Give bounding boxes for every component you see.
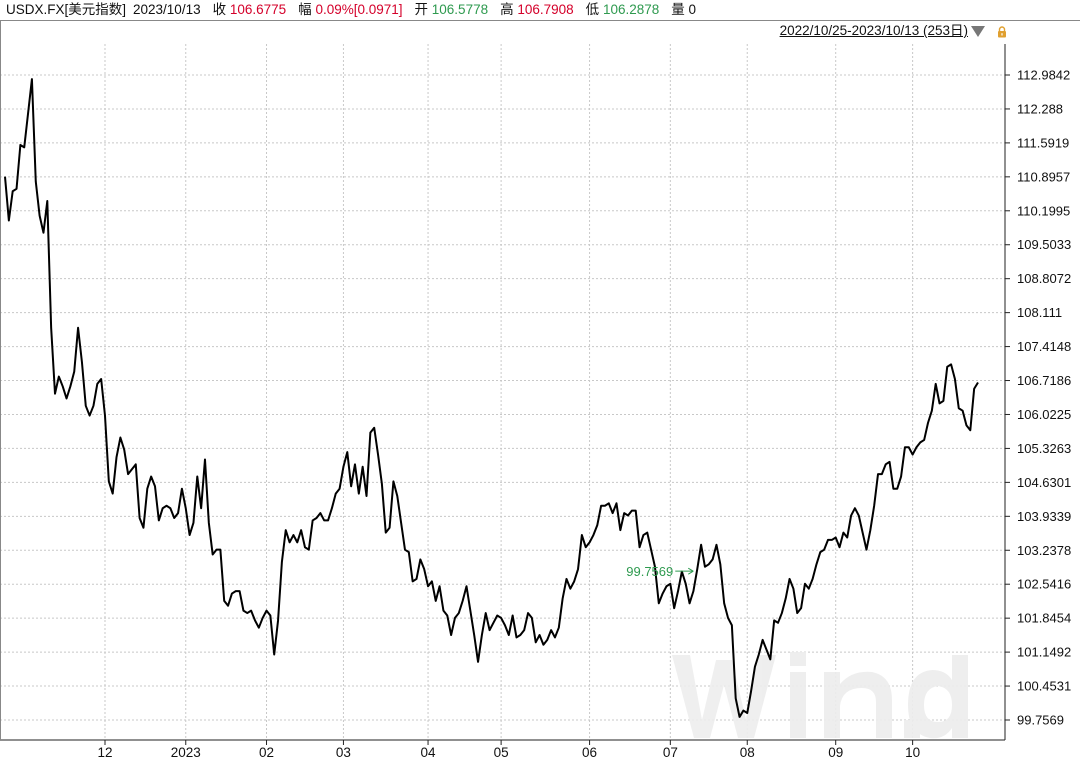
open-label: 开: [414, 2, 429, 17]
y-tick-label: 107.4148: [1017, 339, 1071, 354]
y-tick-label: 101.1492: [1017, 645, 1071, 660]
y-tick-label: 105.3263: [1017, 441, 1071, 456]
x-axis-tick-labels: 12 2023 02 03 04 05 06 07 08 09 10: [97, 740, 920, 760]
y-tick-label: 104.6301: [1017, 475, 1071, 490]
y-tick-label: 101.8454: [1017, 611, 1071, 626]
x-tick-label: 02: [259, 745, 274, 760]
x-tick-label: 09: [828, 745, 843, 760]
y-tick-label: 103.2378: [1017, 543, 1071, 558]
series-line: [4, 78, 979, 718]
x-tick-label: 04: [421, 745, 437, 760]
date-range-selector[interactable]: 2022/10/25-2023/10/13 (253日): [779, 23, 968, 38]
y-tick-label: 103.9339: [1017, 509, 1071, 524]
wind-watermark: [672, 652, 968, 739]
x-tick-label: 12: [97, 745, 112, 760]
change-label: 幅: [298, 2, 312, 17]
y-tick-label: 99.7569: [1017, 713, 1064, 728]
volume-label: 量: [671, 2, 685, 17]
y-tick-label: 108.111: [1017, 305, 1062, 320]
y-tick-label: 102.5416: [1017, 577, 1071, 592]
symbol-label: USDX.FX[美元指数]: [6, 2, 127, 17]
volume-value: 0: [688, 2, 697, 17]
y-tick-label: 106.0225: [1017, 407, 1071, 422]
y-tick-label: 110.8957: [1017, 169, 1070, 184]
close-value: 106.6775: [229, 2, 287, 17]
quote-header: USDX.FX[美元指数] 2023/10/13 收 106.6775 幅 0.09%…: [6, 0, 696, 20]
quote-date: 2023/10/13: [133, 2, 201, 17]
y-tick-label: 108.8072: [1017, 271, 1071, 286]
lock-icon[interactable]: [996, 26, 1008, 38]
min-annotation: 99.7569: [626, 564, 694, 579]
x-tick-label: 08: [740, 745, 755, 760]
min-annotation-label: 99.7569: [626, 564, 673, 579]
min-annotation-arrowhead: [687, 567, 694, 575]
y-tick-label: 106.7186: [1017, 373, 1071, 388]
x-tick-label: 03: [336, 745, 351, 760]
y-tick-label: 112.9842: [1017, 68, 1070, 83]
high-value: 106.7908: [517, 2, 574, 17]
close-label: 收: [212, 2, 227, 17]
grid-lines: [0, 44, 1005, 740]
low-label: 低: [585, 2, 600, 17]
triangle-down-icon[interactable]: [971, 26, 985, 37]
low-value: 106.2878: [602, 2, 660, 17]
x-tick-label: 06: [582, 745, 597, 760]
y-tick-label: 110.1995: [1017, 203, 1070, 218]
change-value: 0.09%[0.0971]: [315, 2, 403, 17]
x-tick-label: 10: [905, 745, 920, 760]
open-value: 106.5778: [431, 2, 489, 17]
y-axis-tick-labels: 112.9842 112.288 111.5919 110.8957 110.1995 1…: [1005, 68, 1071, 728]
y-tick-label: 111.5919: [1017, 135, 1069, 150]
high-label: 高: [500, 2, 514, 17]
y-tick-label: 109.5033: [1017, 237, 1071, 252]
y-tick-label: 100.4531: [1017, 679, 1071, 694]
x-tick-label: 07: [663, 745, 678, 760]
y-tick-label: 112.288: [1017, 101, 1063, 116]
x-tick-label: 2023: [171, 745, 201, 760]
x-tick-label: 05: [494, 745, 509, 760]
